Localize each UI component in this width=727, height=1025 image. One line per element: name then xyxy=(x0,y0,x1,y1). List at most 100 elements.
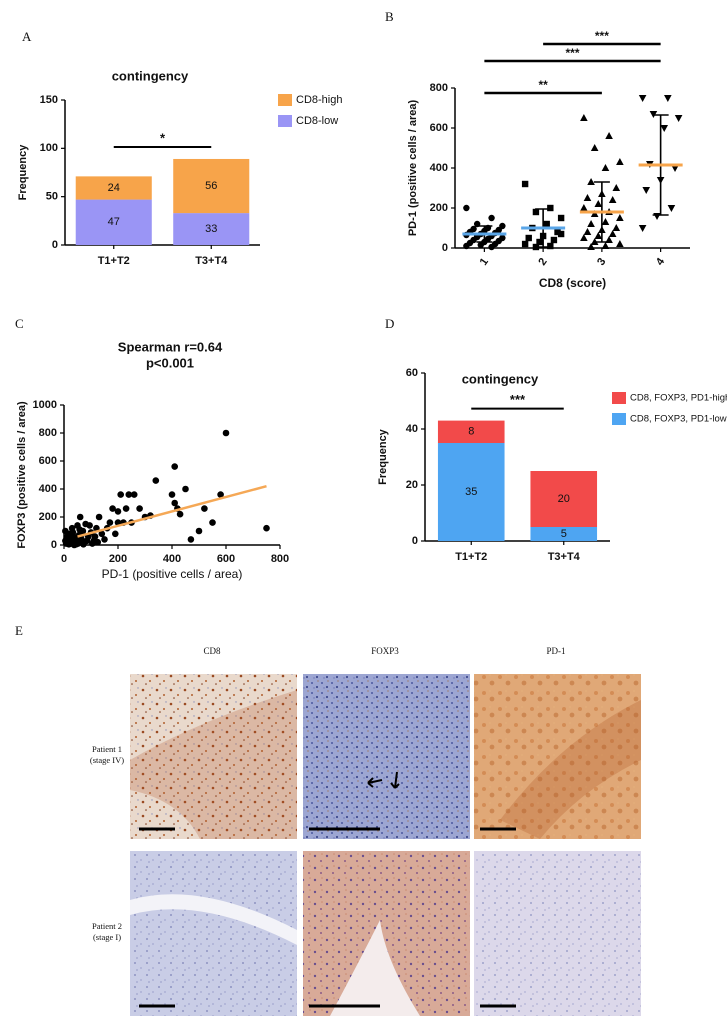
data-point xyxy=(605,132,613,139)
y-axis-title: PD-1 (positive cells / area) xyxy=(407,100,419,237)
x-axis-title: CD8 (score) xyxy=(539,276,606,290)
data-point xyxy=(557,214,565,222)
data-point xyxy=(463,204,470,212)
data-point xyxy=(521,180,529,188)
data-point xyxy=(488,243,495,251)
significance-label: ** xyxy=(538,78,548,92)
data-point xyxy=(117,491,124,498)
data-point xyxy=(171,499,178,507)
data-point xyxy=(83,537,91,545)
data-point xyxy=(594,232,603,239)
y-tick-label: 50 xyxy=(46,191,58,203)
data-point xyxy=(69,529,77,536)
data-point xyxy=(667,205,676,212)
data-point xyxy=(136,505,143,512)
y-tick-label: 400 xyxy=(39,483,57,495)
data-point xyxy=(521,240,529,248)
data-point xyxy=(660,125,669,132)
data-point xyxy=(642,187,651,194)
data-point xyxy=(590,144,599,151)
chart-title: Spearman r=0.64 xyxy=(118,339,223,354)
data-point xyxy=(583,228,592,235)
x-tick-label: 3 xyxy=(595,256,608,268)
legend-swatch xyxy=(612,413,626,425)
x-tick-label: T3+T4 xyxy=(195,255,228,267)
legend-label: CD8, FOXP3, PD1-high xyxy=(630,393,727,404)
data-point xyxy=(608,230,617,237)
data-point xyxy=(601,242,610,249)
y-tick-label: 150 xyxy=(40,94,58,106)
data-point xyxy=(209,519,216,526)
data-point xyxy=(76,513,84,521)
data-point xyxy=(547,204,554,212)
column-header: PD-1 xyxy=(546,646,565,656)
data-point xyxy=(594,200,603,207)
data-point xyxy=(182,485,189,493)
data-label: 33 xyxy=(205,223,217,235)
y-tick-label: 0 xyxy=(412,535,418,547)
data-point xyxy=(608,196,617,203)
micrograph-texture xyxy=(303,674,470,839)
data-point xyxy=(130,491,138,498)
data-point xyxy=(187,536,195,543)
data-point xyxy=(95,513,103,521)
data-label: 56 xyxy=(205,180,217,192)
data-point xyxy=(201,505,208,512)
panel-label: B xyxy=(385,9,394,24)
y-tick-label: 0 xyxy=(52,239,58,251)
y-tick-label: 20 xyxy=(406,479,418,491)
legend-swatch xyxy=(278,94,292,106)
data-point xyxy=(91,533,99,540)
data-label: 8 xyxy=(468,426,474,438)
legend-label: CD8-low xyxy=(296,115,338,127)
data-point xyxy=(122,505,130,512)
bar-segment xyxy=(75,176,152,200)
micrograph-texture xyxy=(330,920,420,1016)
data-point xyxy=(580,114,588,121)
bar-segment xyxy=(173,213,250,245)
data-point xyxy=(616,158,624,165)
data-point xyxy=(477,241,484,249)
data-point xyxy=(612,184,621,191)
x-tick-label: 600 xyxy=(217,553,235,565)
fit-line xyxy=(77,484,267,538)
y-axis-title: Frequency xyxy=(17,144,29,201)
micrograph-texture xyxy=(130,851,297,1016)
data-label: 35 xyxy=(465,486,477,498)
x-tick-label: T1+T2 xyxy=(455,551,487,563)
data-point xyxy=(98,530,106,538)
column-header: CD8 xyxy=(203,646,221,656)
significance-label: *** xyxy=(565,46,579,60)
y-tick-label: 40 xyxy=(406,423,418,435)
data-point xyxy=(587,220,595,227)
bar-segment xyxy=(530,471,598,527)
data-point xyxy=(463,242,470,250)
legend-swatch xyxy=(278,115,292,127)
data-point xyxy=(638,95,647,102)
data-point xyxy=(664,95,672,102)
significance-label: *** xyxy=(595,29,609,43)
x-tick-label: 400 xyxy=(163,553,181,565)
row-label: Patient 2 xyxy=(92,921,122,931)
x-tick-label: T1+T2 xyxy=(98,255,130,267)
data-point xyxy=(217,491,224,498)
legend-label: CD8, FOXP3, PD1-low xyxy=(630,414,727,425)
bar-segment xyxy=(530,527,598,541)
data-point xyxy=(550,236,558,244)
y-tick-label: 200 xyxy=(39,511,57,523)
data-point xyxy=(94,538,102,546)
chart-title: contingency xyxy=(112,68,189,83)
y-tick-label: 100 xyxy=(40,142,58,154)
micrograph-texture xyxy=(130,894,297,945)
data-point xyxy=(195,527,203,535)
x-tick-label: 800 xyxy=(271,553,289,565)
data-point xyxy=(587,178,595,185)
y-tick-label: 400 xyxy=(430,162,448,174)
data-point xyxy=(583,194,592,201)
significance-label: *** xyxy=(510,392,526,407)
data-point xyxy=(152,477,160,484)
y-tick-label: 200 xyxy=(430,202,448,214)
x-tick-label: 0 xyxy=(61,553,67,565)
micrograph-texture xyxy=(474,674,641,839)
y-tick-label: 0 xyxy=(51,539,57,551)
